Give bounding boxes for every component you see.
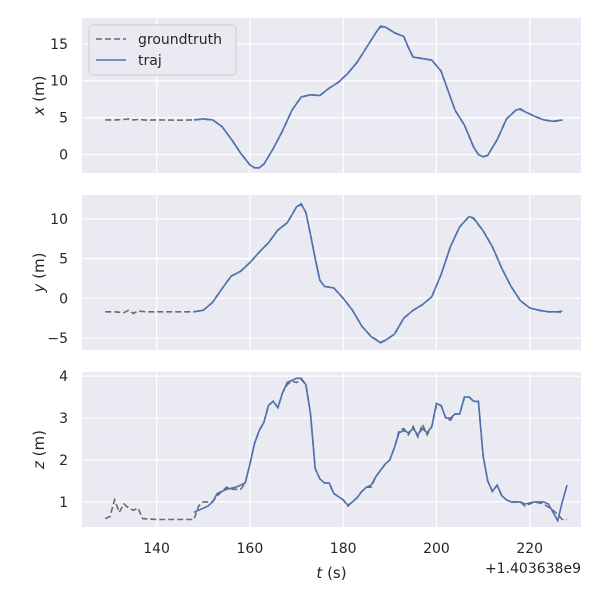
panel-background	[82, 372, 581, 527]
x-tick-label: 200	[423, 541, 450, 557]
panel-x: 0 5 10 15 x (m)	[30, 18, 581, 173]
y-axis-label-y: y (m)	[30, 253, 48, 294]
panel-background	[82, 195, 581, 350]
x-tick-label: 160	[237, 541, 264, 557]
legend: groundtruth traj	[88, 24, 237, 76]
y-tick-label: 0	[59, 291, 68, 307]
y-axis-label-z: z (m)	[30, 430, 48, 470]
y-tick-label: 4	[59, 369, 68, 385]
y-tick-label: 0	[59, 148, 68, 164]
panel-z: 1 2 3 4 z (m)	[30, 369, 581, 527]
x-offset-label: +1.403638e9	[485, 561, 581, 577]
traj-line	[193, 202, 563, 344]
traj-line	[193, 377, 568, 523]
y-tick-label: 10	[50, 212, 68, 228]
x-axis-label: t (s)	[316, 564, 346, 582]
panel-y: −5 0 5 10 y (m)	[30, 195, 581, 350]
legend-label-groundtruth: groundtruth	[138, 32, 222, 48]
y-tick-label: 15	[50, 37, 68, 53]
y-tick-label: −5	[47, 331, 68, 347]
chart-panels: 0 5 10 15 x (m) −5 0 5 10 y (m) 1 2 3 4 z (m) 140 160 180…	[30, 18, 581, 557]
y-axis-label-x: x (m)	[30, 76, 48, 117]
y-tick-label: 2	[59, 453, 68, 469]
x-tick-label: 140	[143, 541, 170, 557]
y-tick-label: 3	[59, 411, 68, 427]
x-tick-label: 220	[516, 541, 543, 557]
y-tick-label: 10	[50, 74, 68, 90]
traj-line	[193, 25, 563, 169]
y-tick-label: 5	[59, 252, 68, 268]
legend-box	[88, 24, 237, 76]
y-tick-label: 1	[59, 495, 68, 511]
legend-label-traj: traj	[138, 53, 162, 69]
y-tick-label: 5	[59, 111, 68, 127]
x-tick-label: 180	[330, 541, 357, 557]
